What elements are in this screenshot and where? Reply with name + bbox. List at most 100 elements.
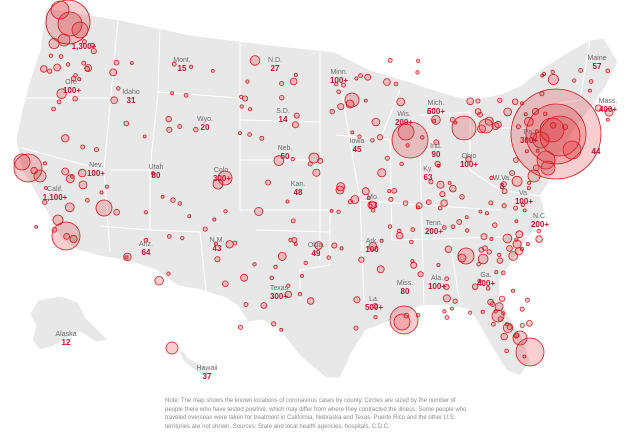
county-case-bubble xyxy=(51,106,56,112)
label-maine-value: 57 xyxy=(593,62,602,71)
county-case-bubble xyxy=(358,73,364,79)
county-case-bubble xyxy=(534,129,539,134)
label-nc: N.C.200+ xyxy=(531,213,549,229)
county-case-bubble xyxy=(444,276,450,282)
case-bubble xyxy=(457,247,475,265)
county-case-bubble xyxy=(535,148,540,153)
county-case-bubble xyxy=(259,135,265,141)
county-case-bubble xyxy=(478,247,485,253)
county-case-bubble xyxy=(81,60,87,66)
label-okla: Okla.49 xyxy=(308,242,324,258)
county-case-bubble xyxy=(363,98,368,103)
label-wyo-value: 20 xyxy=(201,123,210,132)
county-case-bubble xyxy=(475,98,481,104)
county-case-bubble xyxy=(403,312,410,319)
county-case-bubble xyxy=(456,219,463,225)
county-case-bubble xyxy=(239,104,244,109)
county-case-bubble xyxy=(472,283,479,290)
county-case-bubble xyxy=(526,186,531,191)
label-iowa-value: 45 xyxy=(353,145,362,154)
county-case-bubble xyxy=(78,180,88,190)
label-colo-name: Colo. xyxy=(214,167,230,174)
county-case-bubble xyxy=(440,199,448,207)
county-case-bubble xyxy=(213,241,218,246)
county-case-bubble xyxy=(393,81,399,87)
county-case-bubble xyxy=(167,234,172,239)
county-case-bubble xyxy=(210,69,215,73)
county-case-bubble xyxy=(376,265,385,274)
label-pa: Pa.300+ xyxy=(520,129,538,145)
county-case-bubble xyxy=(484,211,489,216)
label-la: La.500+ xyxy=(365,296,383,312)
label-wis-name: Wis. xyxy=(397,111,411,118)
county-case-bubble xyxy=(605,68,611,74)
county-case-bubble xyxy=(183,93,189,98)
county-case-bubble xyxy=(285,199,290,204)
county-case-bubble xyxy=(247,132,252,137)
county-case-bubble xyxy=(399,161,404,167)
county-case-bubble xyxy=(512,98,519,105)
label-nev-name: Nev. xyxy=(89,162,103,169)
county-case-bubble xyxy=(166,271,171,276)
county-case-bubble xyxy=(42,199,48,205)
county-case-bubble xyxy=(48,53,54,58)
case-bubble xyxy=(539,115,581,157)
label-mont-value: 15 xyxy=(178,64,187,73)
county-case-bubble xyxy=(326,255,331,260)
county-case-bubble xyxy=(339,246,344,251)
county-case-bubble xyxy=(488,200,494,206)
county-case-bubble xyxy=(358,256,365,263)
label-ky-name: Ky. xyxy=(423,166,433,173)
county-case-bubble xyxy=(56,88,67,99)
county-case-bubble xyxy=(427,110,432,114)
label-nd-name: N.D. xyxy=(268,57,282,64)
county-case-bubble xyxy=(42,161,47,166)
county-case-bubble xyxy=(428,179,434,185)
county-case-bubble xyxy=(357,134,362,139)
county-case-bubble xyxy=(84,64,93,72)
county-case-bubble xyxy=(334,82,339,87)
county-case-bubble xyxy=(129,61,134,65)
case-bubble xyxy=(95,199,113,217)
case-bubble xyxy=(33,169,47,183)
label-tenn-value: 200+ xyxy=(425,227,443,236)
county-case-bubble xyxy=(223,209,228,214)
county-case-bubble xyxy=(340,82,346,88)
county-case-bubble xyxy=(336,182,346,192)
label-mo: Mo.53 xyxy=(367,194,379,210)
county-case-bubble xyxy=(465,156,472,163)
county-case-bubble xyxy=(61,167,70,176)
label-nev: Nev.100+ xyxy=(87,162,105,178)
label-ore-name: Ore. xyxy=(65,79,79,86)
county-case-bubble xyxy=(415,58,421,63)
case-bubble xyxy=(50,0,70,20)
case-bubble xyxy=(540,160,556,176)
case-bubble xyxy=(335,185,345,195)
county-case-bubble xyxy=(240,273,249,282)
county-case-bubble xyxy=(154,276,164,286)
label-calif-value: 1,100+ xyxy=(43,193,68,202)
county-case-bubble xyxy=(519,306,525,312)
county-case-bubble xyxy=(387,58,393,63)
alaska-land xyxy=(29,295,110,351)
source-note: Note: The map shows the known locations … xyxy=(165,398,467,430)
county-case-bubble xyxy=(550,69,555,75)
label-wyo-name: Wyo. xyxy=(197,116,213,123)
label-alaska-name: Alaska xyxy=(55,331,76,338)
county-case-bubble xyxy=(171,61,177,67)
county-case-bubble xyxy=(222,280,229,288)
county-case-bubble xyxy=(51,227,58,233)
county-case-bubble xyxy=(143,237,149,243)
county-case-bubble xyxy=(410,261,418,269)
label-la-name: La. xyxy=(369,296,379,303)
county-case-bubble xyxy=(297,291,303,297)
county-case-bubble xyxy=(269,275,274,281)
case-bubble xyxy=(527,169,541,183)
label-ark-value: 100 xyxy=(365,245,379,254)
county-case-bubble xyxy=(260,302,268,309)
county-case-bubble xyxy=(489,236,494,241)
county-case-bubble xyxy=(252,262,257,267)
label-wis-value: 200+ xyxy=(395,118,413,127)
county-case-bubble xyxy=(279,81,285,87)
